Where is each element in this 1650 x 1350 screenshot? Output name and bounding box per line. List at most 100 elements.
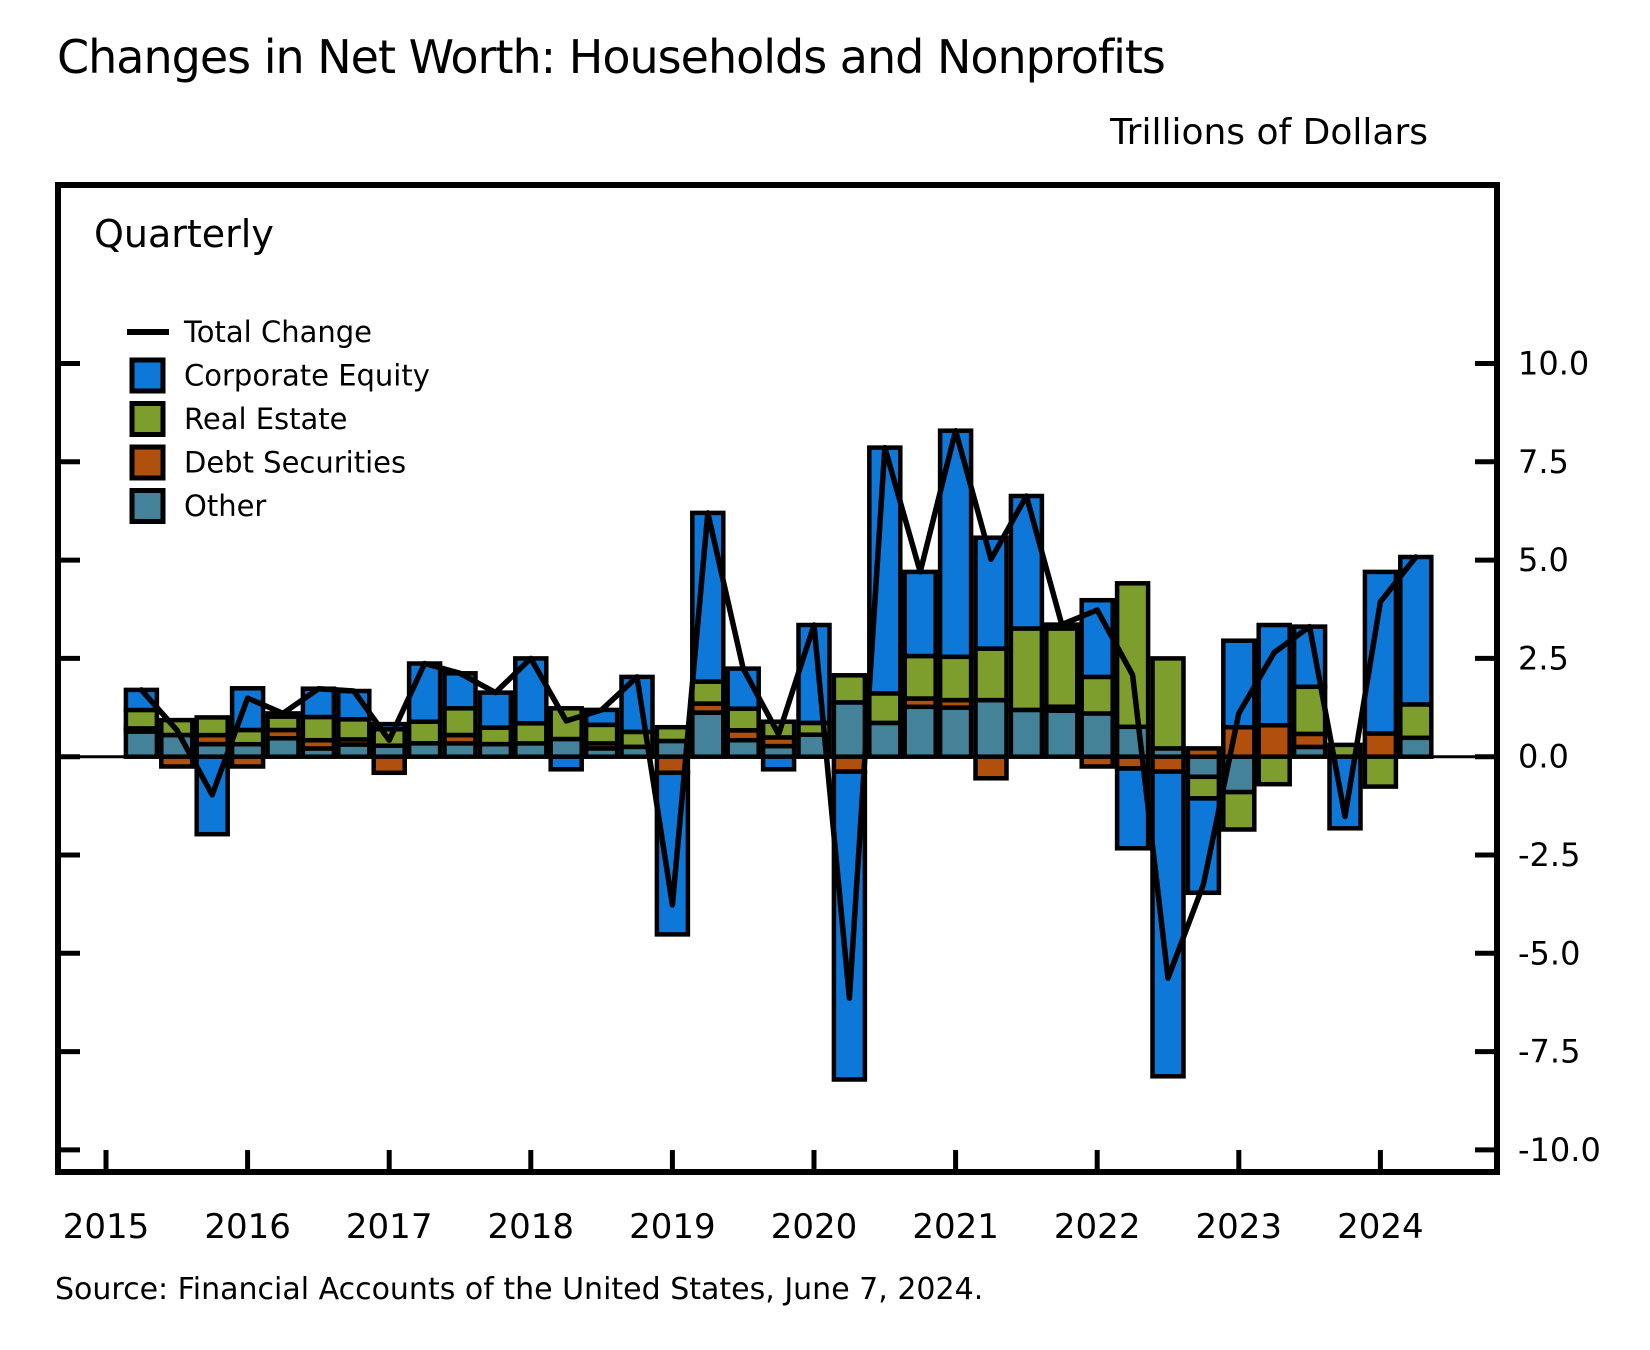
legend-swatch-other (129, 488, 166, 524)
bar-segment-real_estate-2017Q4 (513, 721, 549, 746)
bar-segment-other-2022Q3 (1185, 754, 1222, 780)
bar-segment-equity-2017Q3 (477, 690, 514, 730)
y-tick-label: 5.0 (1518, 541, 1569, 579)
bar-segment-real_estate-2015Q1 (123, 707, 160, 731)
bar-segment-equity-2016Q4 (371, 721, 407, 732)
bar-segment-debt-2016Q4 (371, 754, 407, 776)
source-note: Source: Financial Accounts of the United… (55, 1272, 984, 1307)
bar-segment-real_estate-2019Q2 (725, 706, 761, 733)
bar-segment-real_estate-2017Q2 (442, 706, 478, 738)
bar-segment-debt-2023Q1 (1256, 722, 1292, 759)
bar-segment-real_estate-2019Q1 (690, 679, 726, 706)
bar-segment-other-2020Q2 (867, 720, 903, 759)
bar-segment-real_estate-2020Q4 (937, 654, 974, 703)
bar-group-2016Q1 (265, 711, 301, 759)
bar-segment-real_estate-2021Q4 (1079, 674, 1115, 716)
plot-frame (55, 182, 1500, 1175)
bar-segment-debt-2021Q1 (973, 754, 1009, 781)
bar-group-2021Q3 (1044, 622, 1080, 759)
x-tick-label: 2022 (1054, 1207, 1141, 1247)
x-tick-label: 2017 (346, 1207, 433, 1247)
bar-group-2019Q2 (725, 666, 761, 759)
bar-group-2019Q3 (760, 719, 797, 772)
total-change-line (138, 427, 1419, 1001)
bar-group-2023Q1 (1256, 622, 1292, 787)
bar-segment-equity-2015Q4 (229, 686, 266, 733)
x-tick-label: 2024 (1337, 1207, 1424, 1247)
y-tick-label: -2.5 (1518, 836, 1580, 874)
bar-segment-equity-2018Q1 (548, 754, 584, 772)
bar-segment-other-2024Q1 (1398, 735, 1434, 759)
bar-segment-other-2021Q4 (1079, 711, 1115, 759)
bar-segment-other-2021Q3 (1044, 708, 1080, 759)
y-tick-label: 2.5 (1518, 639, 1569, 677)
bar-segment-other-2020Q3 (902, 704, 938, 759)
legend-swatch-real_estate (129, 401, 166, 437)
bar-group-2020Q3 (902, 569, 938, 759)
bar-segment-real_estate-2022Q3 (1185, 774, 1222, 801)
y-axis-units-label: Trillions of Dollars (1109, 112, 1428, 153)
legend-label-debt: Debt Securities (184, 446, 406, 480)
bar-segment-real_estate-2020Q1 (831, 673, 868, 705)
page-title: Changes in Net Worth: Households and Non… (57, 30, 1166, 84)
legend-label-real_estate: Real Estate (184, 402, 348, 436)
bar-segment-debt-2021Q4 (1079, 754, 1115, 769)
y-tick-label: 0.0 (1518, 738, 1569, 776)
bar-group-2015Q4 (229, 686, 266, 769)
bar-segment-equity-2019Q3 (760, 754, 797, 772)
bar-segment-real_estate-2021Q3 (1044, 626, 1080, 709)
x-tick-label: 2018 (488, 1207, 575, 1247)
bar-group-2017Q4 (513, 656, 549, 759)
y-tick-label: 7.5 (1518, 443, 1569, 481)
bar-group-2022Q4 (1221, 638, 1257, 832)
frequency-label: Quarterly (94, 212, 274, 256)
bar-segment-other-2019Q1 (690, 710, 726, 759)
x-tick-label: 2016 (204, 1207, 291, 1247)
bar-segment-other-2020Q1 (831, 700, 868, 759)
bar-segment-equity-2020Q3 (902, 569, 938, 659)
bar-segment-debt-2022Q3 (1185, 746, 1222, 759)
legend-swatch-equity (129, 357, 166, 394)
bar-group-2017Q3 (477, 690, 514, 759)
bar-segment-equity-2022Q2 (1150, 769, 1186, 1079)
bar-segment-other-2021Q1 (973, 697, 1009, 759)
bar-segment-real_estate-2015Q3 (194, 715, 230, 738)
bar-segment-real_estate-2022Q2 (1150, 656, 1186, 751)
bar-segment-debt-2015Q4 (229, 754, 266, 769)
y-tick-label: -10.0 (1518, 1131, 1601, 1169)
bar-segment-other-2018Q1 (548, 736, 584, 759)
bar-group-2021Q1 (973, 535, 1009, 781)
bar-group-2022Q1 (1114, 581, 1151, 851)
x-tick-label: 2019 (629, 1207, 716, 1247)
bar-segment-real_estate-2017Q3 (477, 725, 514, 747)
bar-segment-real_estate-2017Q1 (406, 719, 443, 746)
bar-segment-other-2020Q4 (937, 705, 974, 759)
bar-group-2017Q2 (442, 671, 478, 759)
bar-segment-real_estate-2016Q3 (336, 717, 372, 742)
bar-segment-real_estate-2018Q4 (654, 724, 691, 744)
bar-segment-real_estate-2023Q4 (1362, 754, 1399, 789)
bar-segment-real_estate-2024Q1 (1398, 702, 1434, 741)
bar-segment-real_estate-2023Q1 (1256, 754, 1292, 787)
bar-segment-real_estate-2018Q2 (583, 722, 620, 746)
bar-group-2024Q1 (1398, 554, 1434, 759)
y-tick-label: 10.0 (1518, 345, 1589, 383)
x-tick-label: 2020 (771, 1207, 858, 1247)
bar-segment-equity-2024Q1 (1398, 554, 1434, 707)
bar-segment-real_estate-2021Q2 (1008, 626, 1045, 713)
x-tick-label: 2023 (1196, 1207, 1283, 1247)
y-tick-label: -5.0 (1518, 934, 1580, 972)
bar-segment-debt-2023Q4 (1362, 731, 1399, 759)
bar-segment-real_estate-2016Q2 (300, 714, 337, 743)
y-tick-label: -7.5 (1518, 1033, 1580, 1071)
bar-group-2015Q3 (194, 715, 230, 837)
bar-group-2016Q3 (336, 688, 372, 759)
bar-group-2018Q2 (583, 707, 620, 759)
bar-segment-real_estate-2022Q4 (1221, 789, 1257, 832)
bar-segment-other-2015Q1 (123, 729, 160, 759)
bar-group-2016Q4 (371, 721, 407, 776)
bar-segment-real_estate-2020Q3 (902, 653, 938, 701)
bar-segment-real_estate-2021Q1 (973, 646, 1009, 703)
legend-swatch-debt (129, 444, 166, 481)
